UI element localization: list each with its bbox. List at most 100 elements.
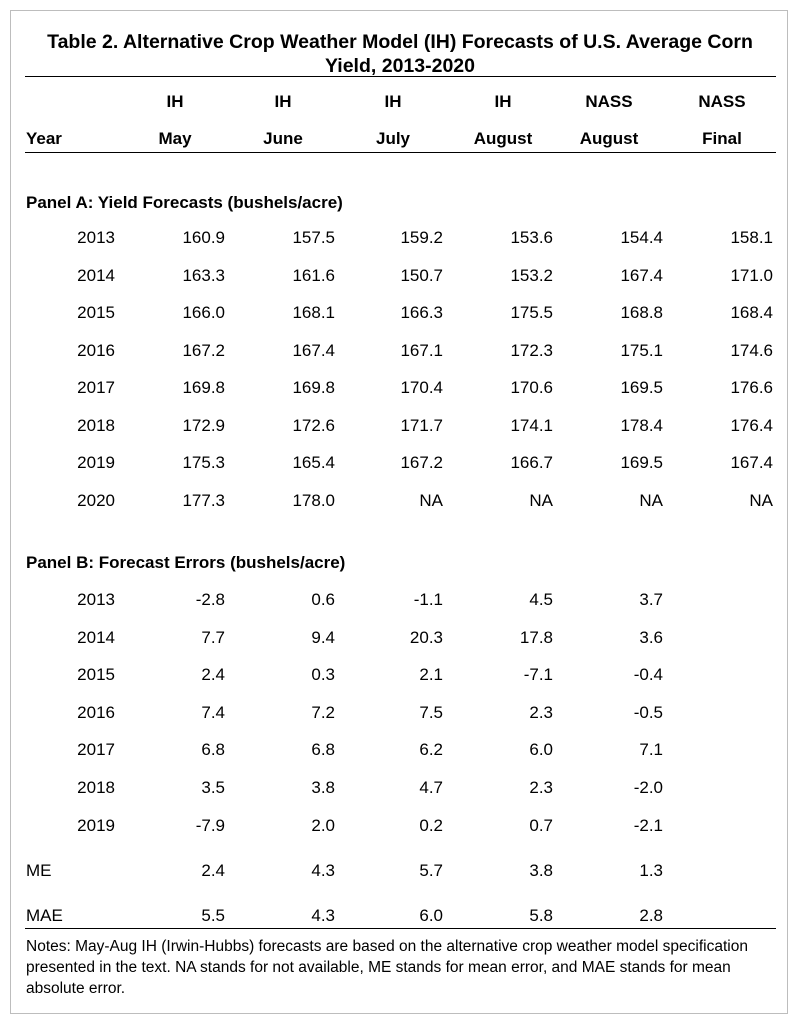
table-cell: -1.1: [413, 590, 443, 609]
row-year: 2013: [77, 228, 115, 247]
header-rule: [25, 152, 776, 153]
table-cell: 3.5: [201, 778, 225, 797]
table-cell: 7.4: [201, 702, 225, 722]
table-cell: 5.8: [529, 906, 553, 925]
table-cell: 177.3: [182, 490, 225, 510]
row-year: 2017: [77, 740, 115, 760]
table-cell: 2.8: [639, 906, 663, 925]
table-cell: 3.8: [311, 778, 335, 797]
table-cell: 167.4: [292, 340, 335, 360]
header-month: May: [158, 129, 192, 148]
table-cell: 6.2: [419, 740, 443, 760]
header-source: IH: [166, 92, 184, 111]
table-cell: 170.6: [510, 378, 553, 397]
table-cell: 161.6: [292, 265, 335, 285]
header-year: Year: [26, 129, 62, 148]
table-cell: 6.8: [201, 740, 225, 760]
table-cell: 4.3: [311, 906, 335, 925]
table-cell: 171.7: [400, 415, 443, 435]
row-year: 2019: [77, 815, 115, 835]
table-cell: 0.3: [311, 665, 335, 685]
table-cell: 2.4: [201, 861, 225, 880]
header-source: NASS: [585, 92, 633, 111]
header-month: July: [375, 129, 411, 148]
table-cell: 174.6: [730, 340, 773, 360]
table-cell: 157.5: [292, 228, 335, 247]
table-cell: 7.2: [311, 702, 335, 722]
table-cell: 178.0: [292, 490, 335, 510]
table-cell: 153.6: [510, 228, 553, 247]
table-cell: -0.5: [633, 702, 663, 722]
summary-label: MAE: [26, 906, 63, 925]
table-cell: 165.4: [292, 453, 335, 472]
table-cell: 169.8: [292, 378, 335, 397]
row-year: 2020: [77, 490, 115, 510]
table-cell: 178.4: [620, 415, 663, 435]
row-year: 2017: [77, 378, 115, 397]
table-cell: 1.3: [639, 861, 663, 880]
table-cell: 17.8: [519, 627, 553, 647]
table-cell: 154.4: [620, 228, 663, 247]
table-cell: 6.8: [311, 740, 335, 760]
row-year: 2019: [77, 453, 115, 472]
table-cell: 171.0: [730, 265, 773, 285]
panel-b-title: Panel B: Forecast Errors (bushels/acre): [26, 553, 346, 572]
table-cell: 158.1: [730, 228, 773, 247]
header-source: IH: [274, 92, 292, 111]
table-cell: 6.0: [529, 740, 553, 760]
header-source: IH: [494, 92, 512, 111]
table-cell: 3.8: [529, 861, 553, 880]
table-cell: 167.1: [400, 340, 443, 360]
table-cell: 163.3: [182, 265, 225, 285]
table-cell: 169.8: [182, 378, 225, 397]
table-cell: 0.2: [419, 815, 443, 835]
table-cell: 3.6: [639, 627, 663, 647]
table-cell: 168.8: [620, 303, 663, 322]
table-cell: 175.5: [510, 303, 553, 322]
table-cell: -7.1: [523, 665, 553, 685]
row-year: 2016: [77, 702, 115, 722]
summary-label: ME: [26, 861, 52, 880]
table-frame: [10, 10, 788, 1014]
header-source: IH: [384, 92, 402, 111]
table-cell: 153.2: [510, 265, 553, 285]
row-year: 2014: [77, 627, 115, 647]
table-cell: 3.7: [639, 590, 663, 609]
table-cell: 166.7: [510, 453, 553, 472]
table-cell: 5.5: [201, 906, 225, 925]
table-cell: 2.1: [419, 665, 443, 685]
table-cell: 167.4: [620, 265, 663, 285]
header-month: August: [473, 129, 533, 148]
table-cell: NA: [749, 490, 773, 510]
table-cell: 167.4: [730, 453, 773, 472]
notes-rule: [25, 928, 776, 929]
table-cell: -2.1: [633, 815, 663, 835]
table-cell: 167.2: [400, 453, 443, 472]
table-cell: 7.5: [419, 702, 443, 722]
row-year: 2018: [77, 778, 115, 797]
table-cell: 176.6: [730, 378, 773, 397]
table-cell: 7.1: [639, 740, 663, 760]
header-month: Final: [702, 129, 742, 148]
header-month: August: [579, 129, 639, 148]
table-cell: 176.4: [730, 415, 773, 435]
row-year: 2015: [77, 665, 115, 685]
table-cell: 2.4: [201, 665, 225, 685]
table-cell: 166.3: [400, 303, 443, 322]
top-rule: [25, 76, 776, 77]
table-cell: -0.4: [633, 665, 663, 685]
table-cell: 172.6: [292, 415, 335, 435]
header-source: NASS: [698, 92, 746, 111]
table-cell: 160.9: [182, 228, 225, 247]
header-month: June: [263, 129, 303, 148]
table-cell: -2.0: [633, 778, 663, 797]
table-cell: 5.7: [419, 861, 443, 880]
table-cell: 169.5: [620, 378, 663, 397]
panel-a-title: Panel A: Yield Forecasts (bushels/acre): [26, 193, 343, 212]
table-cell: 170.4: [400, 378, 443, 397]
table-cell: 4.5: [529, 590, 553, 609]
table-cell: 174.1: [510, 415, 553, 435]
table-cell: 6.0: [419, 906, 443, 925]
table-cell: 175.1: [620, 340, 663, 360]
table-cell: NA: [419, 490, 443, 510]
